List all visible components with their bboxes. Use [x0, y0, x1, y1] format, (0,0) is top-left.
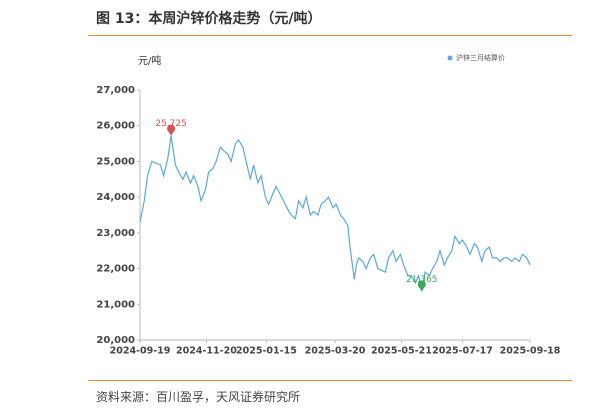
y-tick-label: 26,000	[96, 121, 135, 132]
annotation-marker	[417, 280, 426, 292]
x-tick-label: 2025-01-15	[236, 346, 297, 357]
x-tick-label: 2025-07-17	[432, 346, 493, 357]
x-tick-label: 2024-11-20	[176, 346, 237, 357]
legend-label: 沪锌三月结算价	[456, 53, 505, 62]
figure-title: 图 13：本周沪锌价格走势（元/吨）	[96, 11, 322, 27]
price-line	[139, 135, 531, 292]
x-tick-label: 2024-09-19	[110, 346, 171, 357]
annotation-label: 25,725	[155, 119, 187, 129]
source-rule	[88, 380, 572, 381]
annotation-label: 21,365	[406, 275, 438, 285]
y-tick-label: 21,000	[96, 299, 135, 310]
x-tick-label: 2025-09-18	[500, 346, 561, 357]
y-tick-label: 22,000	[96, 264, 135, 275]
source: 资料来源：百川盈孚，天风证券研究所	[96, 390, 301, 404]
y-axis-label: 元/吨	[138, 54, 161, 67]
annotation-marker	[167, 124, 176, 136]
x-tick-label: 2025-03-20	[305, 346, 366, 357]
y-tick-label: 20,000	[96, 335, 135, 346]
y-tick-label: 23,000	[96, 228, 135, 239]
legend-swatch	[447, 55, 453, 61]
title-rule	[88, 35, 572, 36]
y-tick-label: 25,000	[96, 156, 135, 167]
y-tick-label: 24,000	[96, 192, 135, 203]
y-tick-label: 27,000	[96, 85, 135, 96]
x-tick-label: 2025-05-21	[371, 346, 432, 357]
